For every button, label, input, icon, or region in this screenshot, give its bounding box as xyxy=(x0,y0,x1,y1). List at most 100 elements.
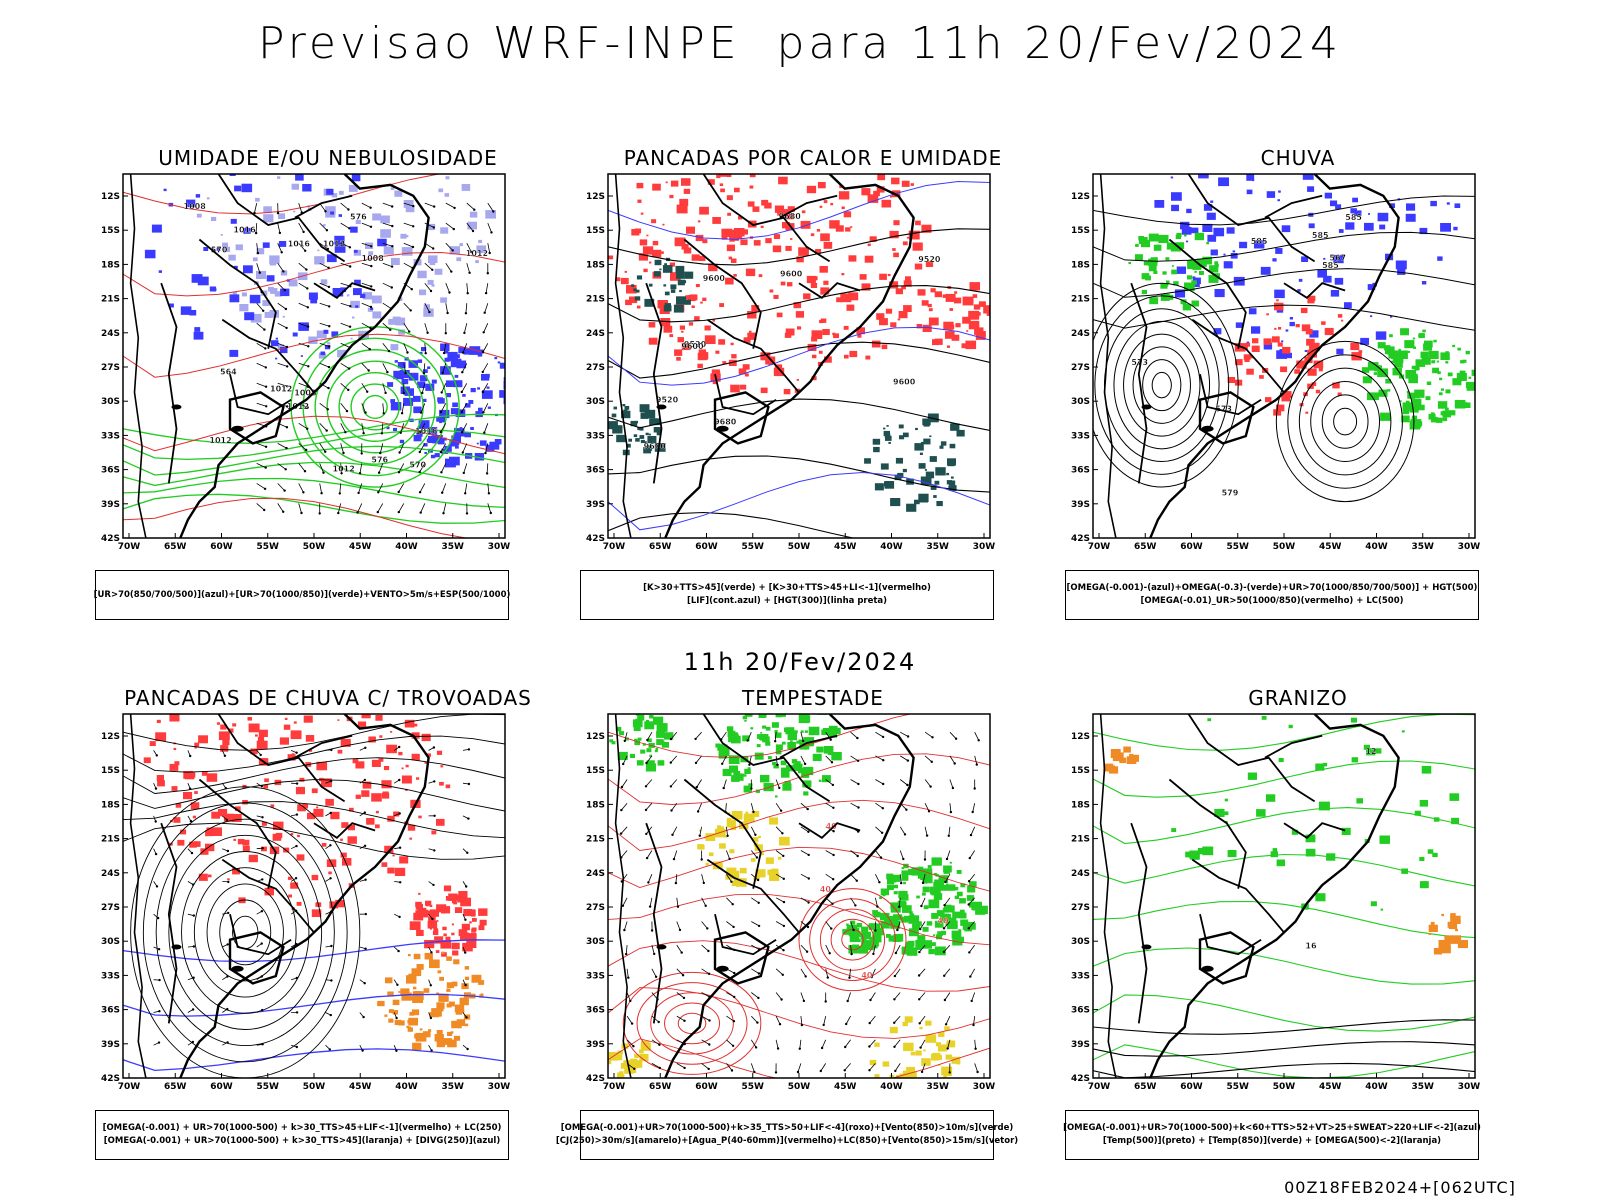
wind-arrow-head xyxy=(283,289,286,292)
instability-area xyxy=(976,312,981,316)
wind-area xyxy=(928,949,935,955)
orange-area xyxy=(465,1023,469,1027)
omega-strong-area xyxy=(1367,362,1379,371)
storm-area xyxy=(261,846,267,852)
humidity-area xyxy=(403,397,414,406)
instability-area xyxy=(721,235,728,240)
instability-area xyxy=(751,305,760,312)
ur-area xyxy=(1251,345,1260,352)
wind-arrow xyxy=(298,382,309,388)
wind-arrow-head xyxy=(704,904,707,907)
instability-area xyxy=(718,174,730,177)
omega-strong-area xyxy=(1153,244,1162,251)
jet-area xyxy=(906,1066,915,1075)
wind-arrow xyxy=(944,992,951,1001)
storm-area xyxy=(390,731,393,733)
contour-label: 1012 xyxy=(333,465,355,474)
wind-area xyxy=(657,760,665,766)
humidity-area xyxy=(241,183,253,193)
wind-arrow-head xyxy=(846,999,849,1003)
wind-arrow-head xyxy=(329,1013,332,1017)
ur-area xyxy=(1294,369,1300,374)
jet-area xyxy=(919,1026,923,1030)
instability-area xyxy=(833,333,839,339)
panel-umidade: UMIDADE E/OU NEBULOSIDADE 1012 1012 1012 10… xyxy=(93,146,563,626)
k-index-area xyxy=(612,425,623,434)
omega-strong-area xyxy=(1433,339,1437,343)
instability-area xyxy=(698,255,706,261)
wind-area xyxy=(934,946,946,956)
humidity-area xyxy=(452,402,458,408)
jet-area xyxy=(608,1059,612,1065)
storm-area xyxy=(297,804,306,812)
x-tick-label: 40W xyxy=(395,542,418,552)
jet-area xyxy=(620,1063,629,1069)
wind-arrow xyxy=(723,779,727,789)
wind-arrow-head xyxy=(412,204,415,208)
orange-area xyxy=(453,1035,461,1041)
jet-area xyxy=(738,881,741,883)
wind-area xyxy=(755,789,760,793)
wind-arrow-head xyxy=(329,877,332,880)
wind-arrow-head xyxy=(973,787,976,790)
wind-arrow-head xyxy=(397,471,401,474)
jet-area xyxy=(617,1050,623,1055)
omega-strong-area xyxy=(1400,330,1403,333)
wind-arrow-head xyxy=(155,885,159,888)
y-tick-label: 42S xyxy=(101,1074,120,1084)
jet-area xyxy=(889,1026,898,1034)
wind-arrow xyxy=(775,850,784,857)
wind-arrow-head xyxy=(776,763,779,766)
wind-arrow-head xyxy=(845,1022,848,1026)
wind-arrow xyxy=(419,463,426,473)
wind-area xyxy=(642,743,646,746)
wind-arrow xyxy=(277,262,284,272)
humidity-area xyxy=(491,442,494,445)
instability-area xyxy=(760,225,764,228)
contour-label: 1012 xyxy=(287,402,309,411)
wind-arrow-head xyxy=(625,952,628,956)
wind-arrow xyxy=(899,779,908,786)
humidity-area xyxy=(445,458,456,468)
wind-area xyxy=(634,738,638,742)
wind-arrow-head xyxy=(485,472,489,475)
omega-strong-area xyxy=(1452,378,1462,386)
storm-area xyxy=(436,750,443,755)
wind-area xyxy=(803,791,809,796)
wind-arrow-head xyxy=(226,943,229,946)
humidity-area xyxy=(252,257,258,262)
storm-area xyxy=(169,763,179,771)
wind-arrow-head xyxy=(779,809,783,812)
humidity-area xyxy=(370,307,374,311)
wind-area xyxy=(744,768,751,774)
omega-area xyxy=(1379,224,1386,230)
wind-arrow-head xyxy=(227,880,230,884)
temp850-speckle xyxy=(1351,757,1359,763)
omega-strong-area xyxy=(1428,413,1436,420)
wind-arrow xyxy=(750,1039,757,1048)
instability-area xyxy=(975,332,986,340)
k-index-area xyxy=(883,427,886,430)
humidity-area xyxy=(477,353,483,357)
omega-orange xyxy=(1110,755,1114,758)
wind-arrow-head xyxy=(432,226,435,229)
humidity-area xyxy=(295,174,304,181)
temp850-speckle xyxy=(1379,835,1390,844)
lake-mark xyxy=(1201,425,1214,432)
wind-arrow-head xyxy=(155,754,158,757)
wind-arrow xyxy=(701,1063,709,1070)
x-tick-label: 45W xyxy=(1319,1082,1342,1092)
wind-arrow xyxy=(751,992,759,999)
wind-arrow-head xyxy=(782,854,785,858)
instability-area xyxy=(803,293,811,300)
contour-line xyxy=(1094,295,1230,475)
instability-area xyxy=(795,311,804,318)
wind-arrow-head xyxy=(295,751,298,754)
instability-area xyxy=(776,312,783,318)
x-tick-label: 65W xyxy=(1134,1082,1157,1092)
x-tick-label: 70W xyxy=(1088,1082,1111,1092)
contour-label: 1016 xyxy=(233,225,256,234)
orange-area xyxy=(413,986,417,990)
wind-arrow xyxy=(869,1039,876,1047)
jet-area xyxy=(931,1053,940,1061)
